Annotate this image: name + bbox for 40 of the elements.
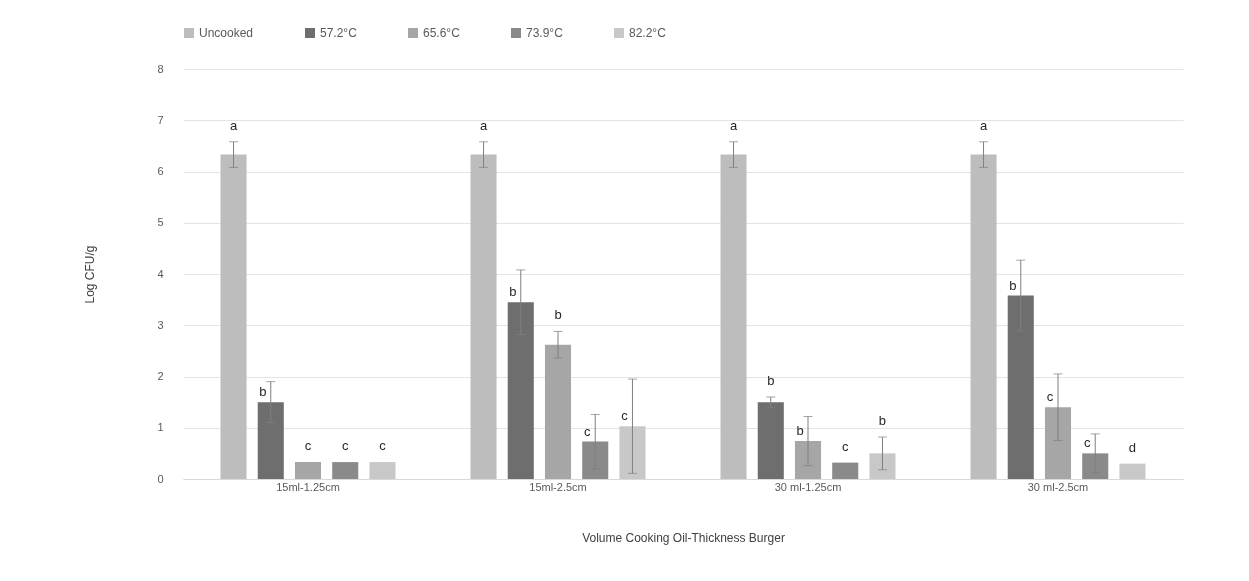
data-label: a bbox=[729, 117, 738, 133]
data-label: d bbox=[1128, 439, 1137, 455]
x-tick-label: 30 ml-1.25cm bbox=[774, 480, 842, 493]
data-label: b bbox=[1009, 277, 1017, 293]
y-tick-label: 0 bbox=[157, 472, 164, 485]
legend-label: 73.9°C bbox=[526, 26, 564, 40]
x-tick-label: 15ml-1.25cm bbox=[276, 480, 340, 493]
y-tick-label: 1 bbox=[157, 421, 164, 434]
data-label: c bbox=[1046, 389, 1054, 405]
data-label: c bbox=[621, 408, 629, 424]
data-label: c bbox=[1083, 435, 1091, 451]
data-label: c bbox=[379, 438, 387, 454]
y-tick-label: 4 bbox=[157, 267, 164, 280]
data-label: c bbox=[841, 438, 849, 454]
x-axis-title: Volume Cooking Oil-Thickness Burger bbox=[582, 530, 785, 545]
y-axis-title: Log CFU/g bbox=[83, 245, 98, 304]
y-tick-label: 5 bbox=[157, 216, 164, 229]
y-tick-label: 8 bbox=[157, 62, 164, 75]
y-tick-label: 6 bbox=[157, 165, 164, 177]
data-label: a bbox=[479, 117, 488, 133]
data-label: a bbox=[229, 117, 238, 133]
x-tick-label: 15ml-2.5cm bbox=[529, 480, 587, 493]
data-label: b bbox=[554, 307, 562, 323]
data-label: a bbox=[979, 117, 988, 133]
data-label: c bbox=[304, 438, 312, 454]
y-tick-label: 3 bbox=[157, 318, 164, 331]
x-tick-label: 30 ml-2.5cm bbox=[1027, 480, 1089, 493]
y-tick-label: 2 bbox=[157, 370, 164, 382]
data-label: c bbox=[583, 423, 591, 439]
data-label: b bbox=[509, 284, 517, 300]
data-label: c bbox=[341, 438, 349, 454]
data-label: b bbox=[767, 373, 775, 388]
legend-label: 82.2°C bbox=[629, 26, 667, 40]
legend-label: 65.6°C bbox=[423, 26, 461, 40]
data-label: b bbox=[259, 384, 267, 400]
legend-label: 57.2°C bbox=[320, 26, 358, 40]
data-label: b bbox=[878, 412, 887, 428]
legend-label: Uncooked bbox=[199, 26, 254, 40]
data-label: b bbox=[796, 423, 804, 439]
y-tick-label: 7 bbox=[157, 113, 164, 126]
